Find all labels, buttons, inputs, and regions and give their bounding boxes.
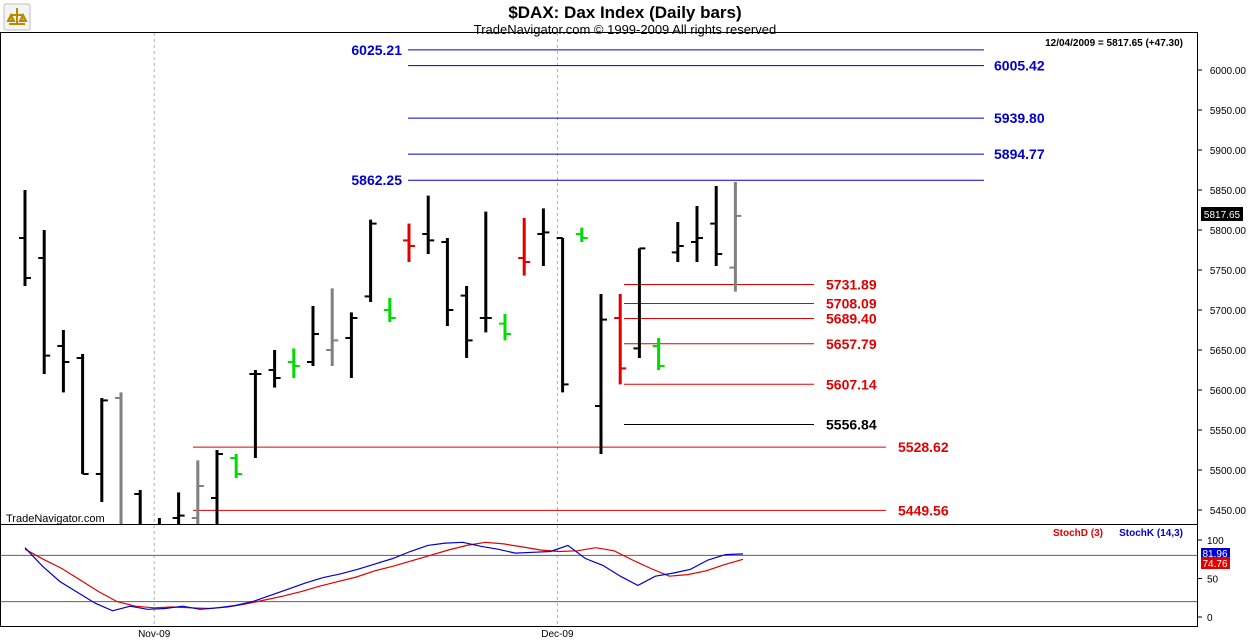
support-label: 5607.14 bbox=[826, 376, 877, 392]
support-label: 5528.62 bbox=[898, 439, 949, 455]
price-levels: 6025.21 6005.42 5939.80 5894.77 5862.25 5731.… bbox=[193, 42, 1045, 518]
price-tick-label: 5800.00 bbox=[1210, 226, 1247, 237]
ohlc-bar bbox=[211, 450, 223, 524]
stoch-d-value: 74.76 bbox=[1202, 559, 1227, 570]
ohlc-bar bbox=[575, 227, 588, 242]
date-axis: Nov-09 Dec-09 bbox=[138, 629, 574, 640]
ohlc-bar bbox=[633, 247, 646, 358]
ohlc-bar bbox=[671, 222, 684, 262]
support-label: 5689.40 bbox=[826, 310, 877, 326]
support-label: 5556.84 bbox=[826, 417, 877, 433]
watermark: TradeNavigator.com bbox=[6, 513, 105, 525]
ohlc-bar bbox=[57, 330, 70, 393]
resistance-label: 5894.77 bbox=[994, 146, 1045, 162]
ohlc-bar bbox=[115, 392, 123, 524]
ohlc-bar bbox=[422, 195, 435, 254]
chart-title: $DAX: Dax Index (Daily bars) bbox=[508, 3, 741, 22]
ohlc-bar bbox=[595, 294, 607, 454]
ohlc-bar bbox=[76, 354, 89, 475]
price-tick-label: 5600.00 bbox=[1210, 386, 1247, 397]
ohlc-bar bbox=[268, 350, 281, 388]
price-tick-label: 6000.00 bbox=[1210, 66, 1247, 77]
ohlc-bar bbox=[518, 218, 531, 276]
price-tick-label: 5450.00 bbox=[1210, 506, 1247, 517]
ohlc-bar bbox=[691, 206, 703, 262]
resistance-label: 5939.80 bbox=[994, 110, 1045, 126]
stoch-d-line bbox=[24, 541, 744, 610]
ohlc-bar bbox=[19, 190, 31, 286]
stoch-k-value-marker: 81.96 bbox=[1201, 548, 1230, 560]
ohlc-bar bbox=[479, 211, 492, 333]
stoch-d-legend: StochD (3) bbox=[1053, 528, 1103, 539]
ohlc-bar bbox=[556, 237, 569, 393]
price-tick-label: 5850.00 bbox=[1210, 186, 1247, 197]
ohlc-bar bbox=[326, 288, 339, 366]
current-price-marker: 5817.65 bbox=[1201, 207, 1243, 221]
resistance-label: 5862.25 bbox=[351, 172, 402, 188]
last-quote-label: 12/04/2009 = 5817.65 (+47.30) bbox=[1045, 38, 1183, 49]
ohlc-bar bbox=[403, 223, 415, 262]
price-tick-label: 5950.00 bbox=[1210, 106, 1247, 117]
price-tick-label: 5650.00 bbox=[1210, 346, 1247, 357]
stoch-tick-label: 0 bbox=[1207, 613, 1213, 624]
ohlc-bar bbox=[499, 314, 511, 341]
ohlc-bar bbox=[383, 298, 396, 322]
stoch-tick-label: 100 bbox=[1207, 536, 1224, 547]
ohlc-bar bbox=[345, 312, 358, 378]
ohlc-bar bbox=[172, 492, 185, 524]
ohlc-bar bbox=[95, 398, 108, 502]
ohlc-bar bbox=[307, 306, 319, 366]
stoch-k-line bbox=[24, 541, 744, 612]
stoch-d-value-marker: 74.76 bbox=[1201, 557, 1230, 570]
price-tick-label: 5750.00 bbox=[1210, 266, 1247, 277]
chart-subtitle: TradeNavigator.com © 1999-2009 All right… bbox=[474, 22, 776, 37]
ohlc-bar bbox=[710, 186, 723, 266]
ohlc-bar bbox=[134, 490, 142, 524]
ohlc-bar bbox=[614, 294, 627, 385]
stoch-k-value: 81.96 bbox=[1202, 549, 1227, 560]
support-label: 5708.09 bbox=[826, 296, 877, 312]
ohlc-bars bbox=[19, 182, 742, 524]
price-tick-label: 5550.00 bbox=[1210, 426, 1247, 437]
trade-navigator-logo[interactable] bbox=[3, 3, 31, 31]
ohlc-bar bbox=[652, 338, 665, 370]
support-label: 5657.79 bbox=[826, 336, 877, 352]
ohlc-bar bbox=[38, 230, 51, 374]
resistance-label: 6005.42 bbox=[994, 58, 1045, 74]
stoch-panel-frame bbox=[0, 524, 1198, 627]
support-label: 5449.56 bbox=[898, 502, 949, 518]
ohlc-bar bbox=[287, 348, 300, 378]
stochastic-panel: 100 50 0 bbox=[1, 536, 1224, 624]
support-label: 5731.89 bbox=[826, 276, 877, 292]
resistance-label: 6025.21 bbox=[351, 42, 402, 58]
price-tick-label: 5500.00 bbox=[1210, 466, 1247, 477]
ohlc-bar bbox=[249, 370, 262, 458]
stoch-tick-label: 50 bbox=[1207, 575, 1219, 586]
ohlc-bar bbox=[191, 460, 204, 524]
ohlc-bar bbox=[364, 219, 377, 302]
date-tick-label: Nov-09 bbox=[138, 629, 171, 640]
date-tick-label: Dec-09 bbox=[541, 629, 574, 640]
current-price-label: 5817.65 bbox=[1204, 210, 1241, 221]
price-axis: 6000.00 5950.00 5900.00 5850.00 5800.00 5750.… bbox=[1197, 66, 1246, 517]
ohlc-bar bbox=[729, 182, 742, 292]
ohlc-bar bbox=[230, 454, 243, 478]
price-tick-label: 5900.00 bbox=[1210, 146, 1247, 157]
stoch-k-legend: StochK (14,3) bbox=[1119, 528, 1183, 539]
ohlc-bar bbox=[537, 208, 550, 266]
ohlc-bar bbox=[441, 238, 454, 326]
price-tick-label: 5700.00 bbox=[1210, 306, 1247, 317]
ohlc-bar bbox=[460, 286, 473, 358]
price-panel-frame bbox=[0, 32, 1198, 525]
